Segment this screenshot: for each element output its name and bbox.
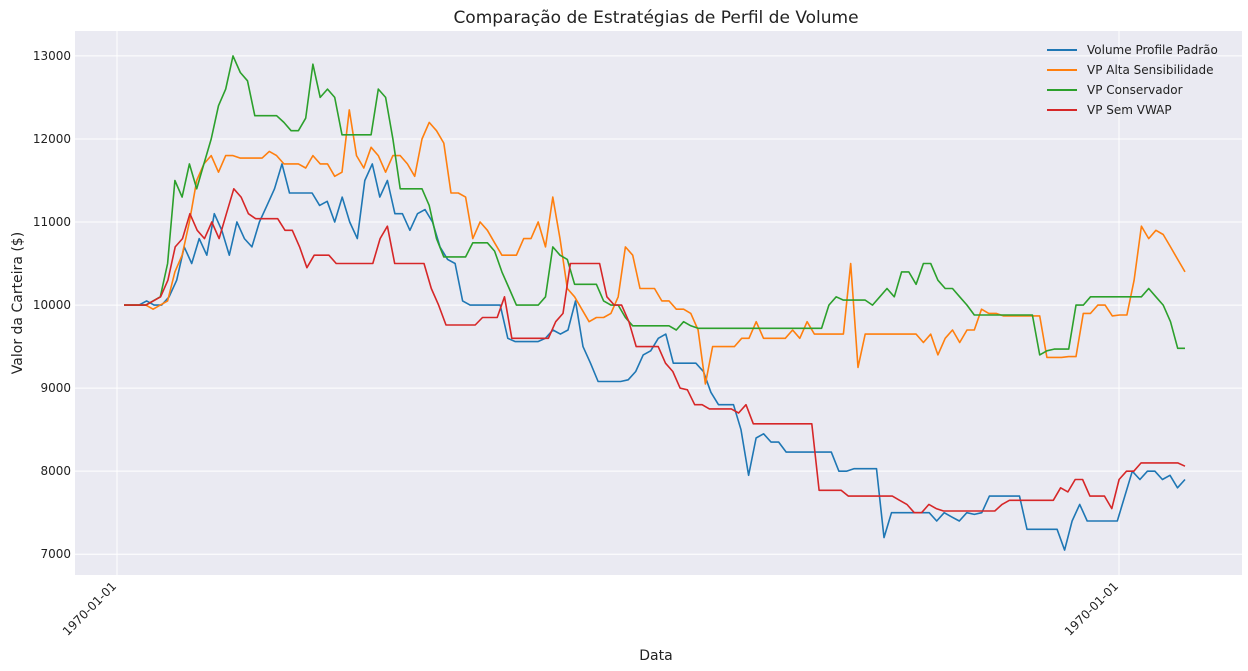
legend: Volume Profile Padrão VP Alta Sensibilida… [1047, 43, 1218, 117]
series-line-volume-profile-padr-o [124, 163, 1186, 551]
y-axis-ticks: 7000 8000 9000 10000 11000 12000 13000 [33, 49, 71, 561]
series-line-vp-sem-vwap [124, 188, 1186, 514]
legend-label: VP Alta Sensibilidade [1087, 63, 1213, 77]
grid-lines [75, 31, 1242, 575]
y-tick-label: 7000 [40, 547, 71, 561]
x-tick-label: 1970-01-01 [60, 579, 119, 638]
chart-title: Comparação de Estratégias de Perfil de V… [453, 8, 858, 28]
y-tick-label: 8000 [40, 464, 71, 478]
series-line-vp-alta-sensibilidade [124, 109, 1186, 385]
plot-background [75, 31, 1242, 575]
series-lines [124, 55, 1186, 551]
x-axis-label: Data [639, 648, 672, 664]
y-tick-label: 13000 [33, 49, 71, 63]
legend-label: VP Sem VWAP [1087, 103, 1172, 117]
y-tick-label: 11000 [33, 215, 71, 229]
y-tick-label: 12000 [33, 132, 71, 146]
x-axis-ticks: 1970-01-01 1970-01-01 [60, 579, 1121, 638]
x-tick-label: 1970-01-01 [1062, 579, 1121, 638]
y-tick-label: 9000 [40, 381, 71, 395]
legend-label: Volume Profile Padrão [1087, 43, 1218, 57]
legend-label: VP Conservador [1087, 83, 1183, 97]
series-line-vp-conservador [124, 55, 1185, 356]
y-axis-label: Valor da Carteira ($) [10, 232, 26, 374]
y-tick-label: 10000 [33, 298, 71, 312]
